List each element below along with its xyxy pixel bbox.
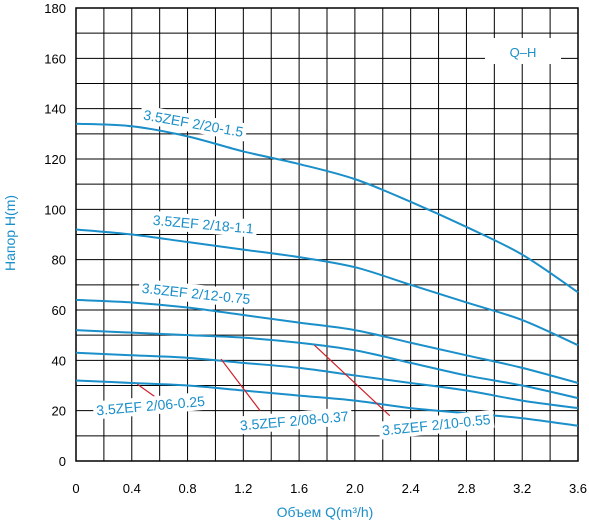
y-axis-title: Напор H(m) [2, 195, 18, 271]
y-tick-label: 160 [44, 51, 66, 66]
legend-box [485, 38, 561, 64]
series-line [75, 228, 579, 347]
series-label: 3.5ZEF 2/10-0.55 [378, 409, 495, 440]
leader-line [314, 344, 391, 417]
x-tick-label: 3.6 [569, 481, 587, 496]
x-tick-label: 3.2 [513, 481, 531, 496]
x-tick-label: 0 [72, 481, 79, 496]
series-label-text: 3.5ZEF 2/10-0.55 [381, 411, 491, 438]
y-tick-label: 140 [44, 102, 66, 117]
series-label-text: 3.5ZEF 2/20-1.5 [142, 107, 245, 140]
x-tick-labels: 0 0.4 0.8 1.2 1.6 2.0 2.4 2.8 3.2 3.6 [72, 481, 587, 496]
series-label-background [149, 210, 258, 238]
y-tick-labels: 0 20 40 60 80 100 120 140 160 180 [44, 1, 66, 469]
legend-label: Q–H [510, 45, 537, 60]
series-label-background [92, 391, 209, 420]
series-label-background [236, 406, 353, 435]
series-label: 3.5ZEF 2/20-1.5 [139, 105, 248, 142]
series-label-background [378, 409, 495, 440]
series-label: 3.5ZEF 2/18-1.1 [149, 210, 258, 238]
x-axis-title: Объем Q(m³/h) [277, 504, 374, 520]
x-tick-label: 0.4 [123, 481, 141, 496]
series-line [75, 298, 579, 384]
x-tick-label: 2.4 [402, 481, 420, 496]
series-line [75, 122, 579, 294]
curves [75, 122, 579, 427]
leader-lines [137, 344, 391, 417]
legend: Q–H [485, 38, 561, 64]
grid [75, 7, 579, 462]
series-line [75, 329, 579, 400]
curve-labels: 3.5ZEF 2/20-1.5 3.5ZEF 2/18-1.1 3.5ZEF 2/1… [92, 105, 495, 440]
x-tick-label: 0.8 [179, 481, 197, 496]
x-tick-label: 2.0 [346, 481, 364, 496]
series-label-text: 3.5ZEF 2/12-0.75 [141, 280, 251, 307]
x-tick-label: 1.2 [234, 481, 252, 496]
series-label-background [137, 278, 255, 309]
y-tick-label: 40 [52, 353, 66, 368]
y-tick-label: 0 [59, 454, 66, 469]
plot-frame [75, 7, 579, 462]
leader-line [137, 383, 158, 399]
y-tick-label: 180 [44, 1, 66, 16]
x-tick-label: 2.8 [457, 481, 475, 496]
y-tick-label: 120 [44, 152, 66, 167]
y-tick-label: 100 [44, 202, 66, 217]
y-tick-label: 80 [52, 253, 66, 268]
series-label-background [139, 105, 248, 142]
leader-line [220, 358, 261, 412]
series-label: 3.5ZEF 2/06-0.25 [92, 391, 209, 420]
y-tick-label: 20 [52, 404, 66, 419]
y-tick-label: 60 [52, 303, 66, 318]
x-tick-label: 1.6 [290, 481, 308, 496]
series-line [75, 351, 579, 410]
series-line [75, 379, 579, 427]
